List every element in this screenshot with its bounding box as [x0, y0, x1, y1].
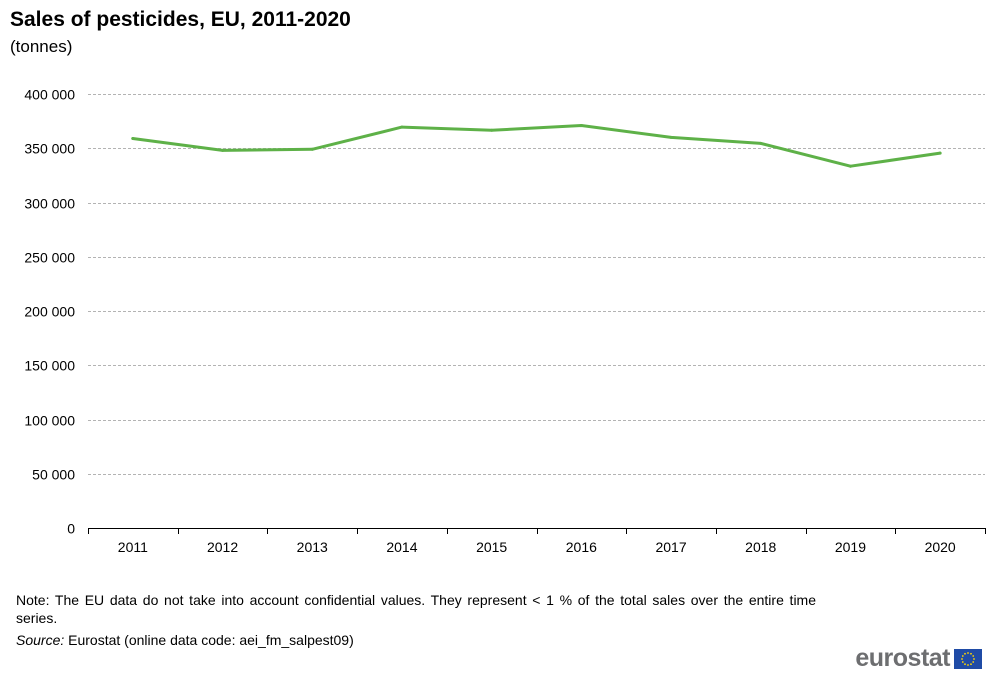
data-point: [759, 141, 763, 145]
flag-star: [964, 652, 966, 655]
x-tick-label: 2015: [476, 539, 507, 555]
flag-star: [970, 652, 972, 655]
flag-star: [961, 657, 963, 660]
x-tick-label: 2018: [745, 539, 776, 555]
x-tick-label: 2014: [386, 539, 417, 555]
eurostat-wordmark: eurostat: [855, 644, 950, 672]
flag-star: [973, 657, 975, 660]
data-point: [849, 164, 852, 168]
line-chart: 0 50 000 100 000 150 000 200 000 250 000 300 0…: [24, 87, 986, 555]
data-point: [490, 128, 494, 132]
data-point: [938, 151, 942, 155]
chart-note: Note: The EU data do not take into accou…: [16, 592, 816, 626]
flag-star: [961, 660, 964, 663]
flag-star: [972, 660, 975, 663]
y-tick-label: 150 000: [24, 358, 75, 374]
chart-title: Sales of pesticides, EU, 2011-2020: [10, 8, 351, 31]
flag-star: [970, 662, 972, 665]
y-axis-tick-labels: 0 50 000 100 000 150 000 200 000 250 000 300 0…: [24, 87, 75, 537]
x-axis-tick-labels: 2011 2012 2013 2014 2015 2016 2017 2018 2019 2020: [118, 539, 956, 555]
source-text: Eurostat (online data code: aei_fm_salpe…: [64, 632, 354, 648]
flag-star: [964, 662, 966, 665]
y-tick-label: 300 000: [24, 196, 75, 212]
x-tick-label: 2013: [297, 539, 328, 555]
y-tick-label: 350 000: [24, 141, 75, 157]
y-tick-label: 400 000: [24, 87, 75, 103]
series-line: [131, 124, 942, 168]
data-point: [131, 137, 135, 140]
chart-source: Source: Eurostat (online data code: aei_…: [16, 632, 354, 648]
data-point: [310, 147, 314, 151]
x-tick-label: 2011: [118, 539, 148, 555]
gridlines: [88, 94, 985, 475]
data-point: [579, 124, 583, 127]
x-tick-label: 2012: [207, 539, 238, 555]
x-tick-label: 2017: [655, 539, 686, 555]
flag-star: [967, 663, 969, 666]
y-tick-label: 250 000: [24, 250, 75, 266]
x-tick-label: 2019: [835, 539, 866, 555]
y-tick-label: 200 000: [24, 304, 75, 320]
chart-subtitle: (tonnes): [10, 37, 73, 56]
flag-star: [961, 654, 964, 657]
x-axis: [88, 528, 986, 534]
y-tick-label: 0: [67, 521, 75, 537]
y-tick-label: 50 000: [32, 467, 75, 483]
x-tick-label: 2020: [925, 539, 956, 555]
eurostat-logo: eurostat: [855, 644, 982, 673]
data-point: [221, 148, 225, 152]
data-point: [669, 135, 673, 139]
source-label: Source:: [16, 632, 65, 648]
flag-star: [967, 651, 969, 654]
series-layer: [131, 124, 942, 168]
flag-star: [972, 654, 975, 657]
x-tick-label: 2016: [566, 539, 597, 555]
eu-flag-icon: [954, 648, 982, 669]
y-tick-label: 100 000: [24, 413, 75, 429]
data-point: [400, 125, 404, 129]
